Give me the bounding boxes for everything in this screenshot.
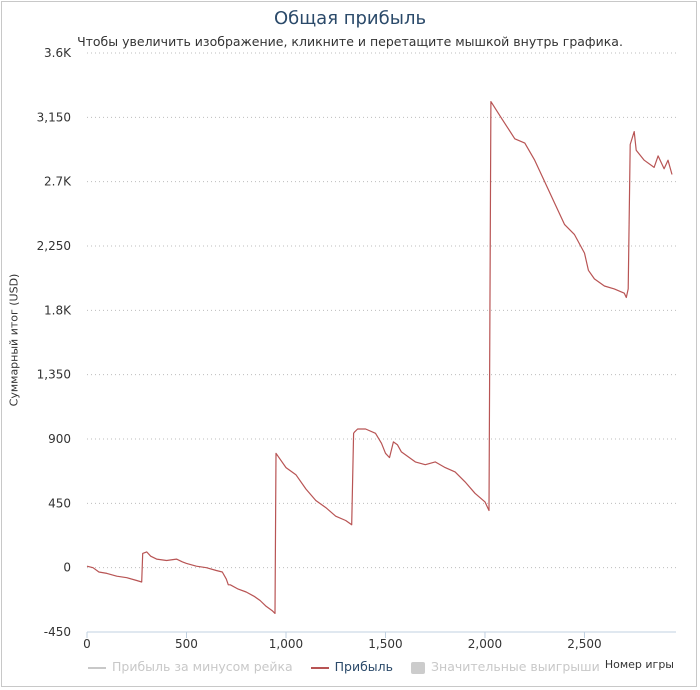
y-tick-label: 3,150 <box>37 110 71 124</box>
x-tick-label: 1,500 <box>368 637 402 651</box>
legend-item-big-wins[interactable]: Значительные выигрыши <box>411 659 600 674</box>
series-line-profit <box>86 100 673 615</box>
y-tick-label: 0 <box>63 561 71 575</box>
legend-swatch-net-profit <box>88 666 106 669</box>
y-tick-label: 3.6K <box>44 46 72 60</box>
x-tick-label: 1,000 <box>269 637 303 651</box>
y-tick-label: 450 <box>48 496 71 510</box>
y-axis-title: Суммарный итог (USD) <box>7 273 21 407</box>
y-tick-label: 2,250 <box>37 239 71 253</box>
legend-item-profit[interactable]: Прибыль <box>310 659 394 674</box>
chart-title: Общая прибыль <box>273 8 427 29</box>
y-tick-label: 900 <box>48 432 71 446</box>
x-tick-label: 2,500 <box>567 637 601 651</box>
y-tick-label: -450 <box>44 625 71 639</box>
legend-label-big-wins: Значительные выигрыши <box>431 659 600 674</box>
x-axis-title: Номер игры <box>602 658 674 671</box>
y-tick-label: 1,350 <box>37 368 71 382</box>
legend-label-profit: Прибыль <box>334 659 394 674</box>
legend-label-net-profit: Прибыль за минусом рейка <box>112 659 293 674</box>
x-tick-label: 500 <box>175 637 198 651</box>
x-tick-label: 2,000 <box>468 637 502 651</box>
x-tick-label: 0 <box>83 637 91 651</box>
y-tick-label: 1.8K <box>44 303 72 317</box>
legend-swatch-big-wins <box>411 661 426 674</box>
chart-subtitle: Чтобы увеличить изображение, кликните и … <box>77 34 623 49</box>
legend-swatch-profit <box>310 666 329 669</box>
legend: Прибыль за минусом рейка Прибыль Значите… <box>88 658 614 676</box>
legend-item-net-profit[interactable]: Прибыль за минусом рейка <box>88 659 293 674</box>
y-tick-label: 2.7K <box>44 175 72 189</box>
